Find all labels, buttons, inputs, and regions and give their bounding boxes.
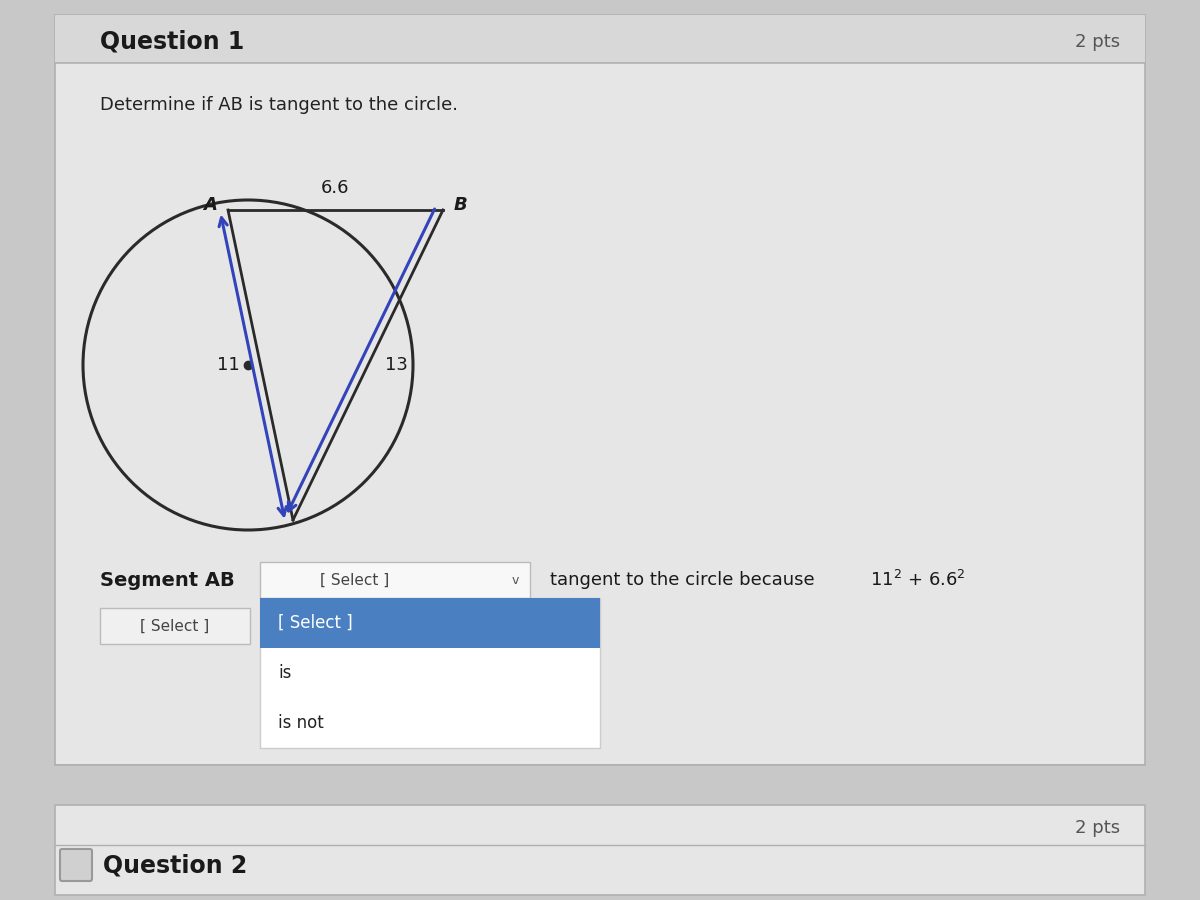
- Text: [ Select ]: [ Select ]: [320, 572, 390, 588]
- Text: is not: is not: [278, 714, 324, 732]
- Text: 6.6: 6.6: [322, 179, 349, 197]
- FancyBboxPatch shape: [260, 598, 600, 648]
- Text: 11$^2$ + 6.6$^2$: 11$^2$ + 6.6$^2$: [870, 570, 966, 590]
- Text: v: v: [511, 573, 518, 587]
- FancyBboxPatch shape: [55, 805, 1145, 895]
- Text: Determine if AB is tangent to the circle.: Determine if AB is tangent to the circle…: [100, 96, 458, 114]
- Text: tangent to the circle because: tangent to the circle because: [550, 571, 821, 589]
- Text: B: B: [454, 196, 468, 214]
- FancyBboxPatch shape: [55, 15, 1145, 63]
- Text: Segment AB: Segment AB: [100, 571, 235, 590]
- FancyBboxPatch shape: [260, 598, 600, 748]
- Text: [ Select ]: [ Select ]: [278, 614, 353, 632]
- Text: 2 pts: 2 pts: [1075, 33, 1120, 51]
- FancyBboxPatch shape: [60, 849, 92, 881]
- Text: 2 pts: 2 pts: [1075, 819, 1120, 837]
- FancyBboxPatch shape: [55, 15, 1145, 765]
- Text: 11: 11: [217, 356, 240, 374]
- Text: Question 1: Question 1: [100, 30, 245, 54]
- FancyBboxPatch shape: [0, 765, 1200, 805]
- Text: Question 2: Question 2: [103, 853, 247, 877]
- FancyBboxPatch shape: [100, 608, 250, 644]
- FancyBboxPatch shape: [260, 562, 530, 598]
- Text: is: is: [278, 664, 292, 682]
- Text: A: A: [203, 196, 217, 214]
- Text: [ Select ]: [ Select ]: [140, 618, 210, 634]
- Text: 13: 13: [384, 356, 408, 374]
